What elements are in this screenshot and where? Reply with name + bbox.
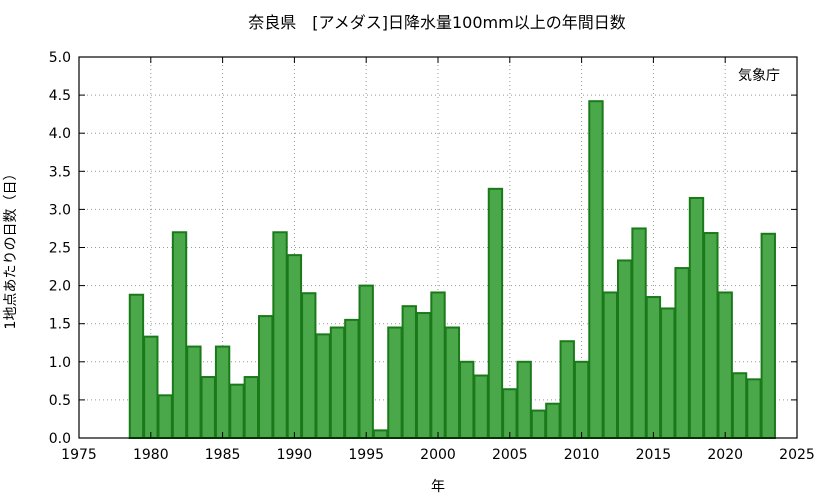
bar-1989: [272, 231, 288, 439]
x-tick-label: 1975: [61, 447, 97, 463]
bar-2004: [487, 187, 504, 439]
bar-1986: [229, 383, 245, 440]
bar-2010: [573, 360, 590, 439]
y-tick-label: 3.5: [49, 164, 71, 180]
y-tick-label: 5.0: [49, 50, 71, 66]
y-tick-label: 2.5: [49, 241, 71, 257]
bar-1999: [415, 312, 432, 440]
x-tick-label: 2015: [636, 447, 672, 463]
bar-1985: [214, 345, 231, 439]
x-tick-label: 1980: [133, 447, 169, 463]
bar-2017: [674, 267, 690, 439]
bar-2020: [717, 291, 733, 440]
bar-1984: [200, 376, 216, 440]
y-tick-label: 1.0: [49, 355, 71, 371]
credit-label: 気象庁: [738, 68, 780, 84]
bar-2018: [688, 196, 705, 439]
bar-2007: [530, 409, 547, 439]
y-tick-label: 4.5: [49, 88, 71, 104]
y-axis-ticks: 0.0 0.5 1.0 1.5 2.0 2.5 3.0 3.5 4.0 4.5 5.0: [49, 50, 797, 447]
bar-1988: [258, 315, 274, 439]
bar-1992: [315, 333, 331, 440]
bar-2001: [444, 326, 461, 440]
bar-2011: [588, 100, 604, 439]
bar-2015: [645, 296, 662, 439]
y-tick-label: 3.0: [49, 202, 71, 218]
bar-2008: [545, 402, 561, 439]
x-tick-label: 2025: [779, 447, 815, 463]
x-tick-label: 2010: [564, 447, 600, 463]
y-tick-label: 2.0: [49, 279, 71, 295]
y-tick-label: 0.5: [49, 393, 71, 409]
bar-2023: [760, 232, 776, 439]
bar-2006: [516, 360, 532, 439]
bar-2005: [502, 388, 518, 439]
x-tick-label: 1985: [205, 447, 241, 463]
bar-1983: [186, 345, 202, 439]
y-axis-label: 1地点あたりの日数（日）: [3, 167, 19, 330]
x-tick-label: 2020: [707, 447, 743, 463]
x-axis-ticks: 1975 1980 1985 1990 1995 2000 2005 2010 2015 2020…: [61, 57, 815, 463]
bar-2013: [617, 259, 633, 440]
bar-1987: [243, 376, 259, 440]
bar-2022: [746, 378, 762, 439]
bar-2021: [731, 372, 748, 440]
bar-1998: [401, 305, 417, 440]
bar-1982: [171, 231, 188, 439]
x-tick-label: 2005: [492, 447, 528, 463]
bar-1980: [143, 335, 159, 439]
bar-2014: [631, 227, 647, 439]
chart-title: 奈良県 [アメダス]日降水量100mm以上の年間日数: [248, 13, 625, 32]
x-tick-label: 1990: [277, 447, 313, 463]
bar-2019: [703, 232, 719, 439]
bar-2016: [660, 307, 676, 439]
y-tick-label: 4.0: [49, 126, 71, 142]
x-tick-label: 1995: [348, 447, 384, 463]
bar-1991: [301, 292, 317, 439]
bar-1997: [387, 326, 403, 440]
bars: [128, 100, 776, 440]
bar-1990: [286, 254, 303, 439]
bar-2000: [430, 291, 446, 440]
bar-2009: [559, 340, 575, 440]
y-tick-label: 0.0: [49, 431, 71, 447]
bar-2002: [459, 360, 475, 439]
bar-1979: [128, 293, 145, 439]
bar-2003: [473, 374, 489, 439]
y-tick-label: 1.5: [49, 317, 71, 333]
bar-1996: [372, 429, 389, 440]
bar-1981: [157, 394, 173, 440]
bar-2012: [602, 291, 619, 440]
x-axis-label: 年: [431, 479, 445, 495]
x-tick-label: 2000: [420, 447, 456, 463]
bar-1993: [329, 326, 346, 440]
bar-1994: [344, 318, 360, 440]
bar-1995: [358, 284, 374, 439]
